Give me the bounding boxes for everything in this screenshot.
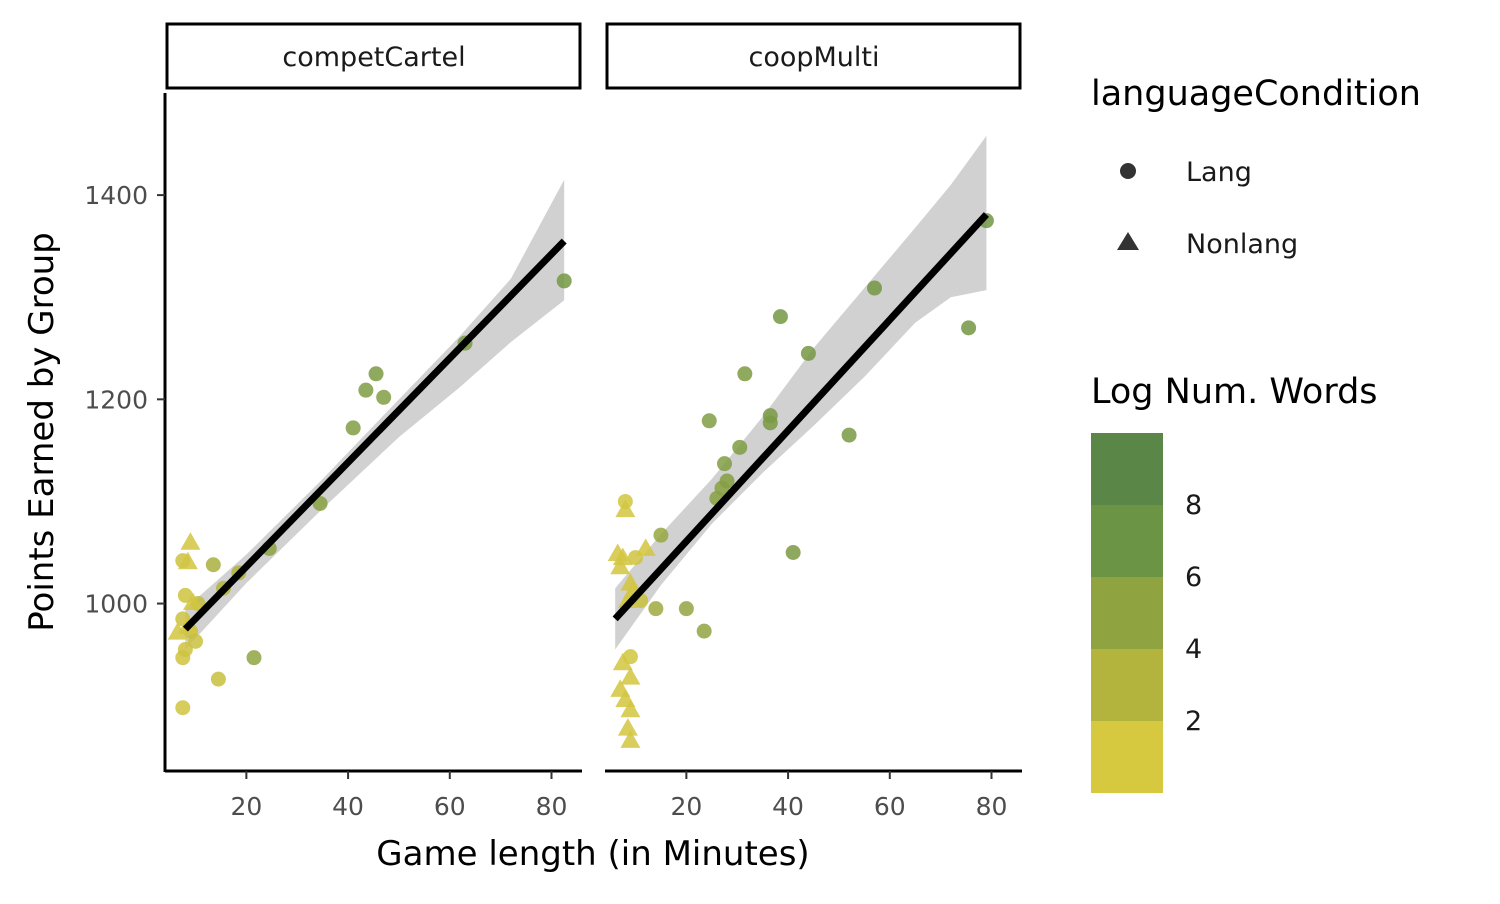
data-point-circle: [717, 456, 733, 472]
x-tick-label: 40: [772, 792, 804, 821]
data-point-circle: [732, 439, 748, 455]
data-point-circle: [696, 623, 712, 639]
data-point-triangle: [615, 499, 636, 518]
data-point-circle: [246, 650, 262, 666]
strip-box-competCartel: [165, 22, 582, 90]
data-point-circle: [961, 320, 977, 336]
x-ticks-coopMulti: 20 40 60 80: [670, 771, 1007, 821]
data-point-circle: [800, 345, 816, 361]
data-point-circle: [175, 700, 191, 716]
y-axis-title: Points Earned by Group: [22, 232, 62, 632]
color-bar-labels: 2 4 6 8: [1185, 490, 1202, 737]
data-point-circle: [345, 420, 361, 436]
data-point-circle: [762, 415, 778, 431]
shape-legend-title: languageCondition: [1091, 74, 1421, 114]
color-bar: [1091, 433, 1163, 793]
x-tick-label: 40: [332, 792, 364, 821]
regression-line: [182, 238, 567, 632]
data-point-circle: [368, 366, 384, 382]
strip-label-coopMulti: coopMulti: [748, 42, 879, 73]
data-point-triangle: [180, 532, 201, 550]
x-tick-label: 80: [536, 792, 568, 821]
legend-key-triangle-nonlang: [1117, 232, 1139, 250]
legend-key-circle-lang: [1120, 163, 1136, 179]
color-bar-segment: [1091, 721, 1163, 793]
data-point-circle: [701, 413, 717, 429]
color-legend: Log Num. Words 2 4 6 8: [1091, 372, 1378, 793]
data-point-triangle: [167, 622, 188, 640]
points-coopMulti: [607, 213, 994, 748]
data-point-circle: [841, 427, 857, 443]
data-point-triangle: [620, 699, 641, 718]
legend-label-nonlang: Nonlang: [1186, 229, 1298, 260]
color-bar-segment: [1091, 577, 1163, 649]
data-point-circle: [648, 601, 664, 617]
data-point-circle: [358, 382, 374, 398]
color-bar-segment: [1091, 649, 1163, 721]
color-bar-label: 6: [1185, 562, 1202, 593]
color-bar-label: 8: [1185, 490, 1202, 521]
strip-box-coopMulti: [605, 22, 1022, 90]
regression-line: [612, 212, 989, 622]
color-bar-label: 2: [1185, 706, 1202, 737]
data-point-circle: [772, 309, 788, 325]
x-tick-label: 20: [230, 792, 262, 821]
panel-coopMulti: coopMulti 20 40 60 80: [605, 22, 1022, 821]
data-point-circle: [177, 587, 193, 603]
data-point-triangle: [177, 551, 198, 570]
data-point-triangle: [620, 730, 641, 748]
strip-label-competCartel: competCartel: [282, 42, 465, 73]
confidence-band-coopMulti: [615, 135, 987, 650]
color-bar-segment: [1091, 505, 1163, 577]
data-point-circle: [205, 557, 221, 573]
data-point-circle: [678, 601, 694, 617]
data-point-circle: [785, 545, 801, 561]
confidence-band-area: [615, 135, 987, 650]
data-point-circle: [653, 527, 669, 543]
y-tick-label: 1000: [84, 590, 148, 619]
data-point-circle: [210, 671, 226, 687]
data-point-triangle: [617, 718, 638, 736]
y-ticks: 1000 1200 1400: [84, 181, 165, 619]
x-axis-title: Game length (in Minutes): [376, 834, 809, 874]
fit-line-coopMulti: [612, 212, 989, 622]
color-legend-title: Log Num. Words: [1091, 372, 1378, 412]
data-point-circle: [737, 366, 753, 382]
data-point-circle: [867, 280, 883, 296]
data-point-triangle: [635, 538, 656, 556]
y-tick-label: 1200: [84, 385, 148, 414]
data-point-triangle: [612, 652, 633, 671]
x-tick-label: 80: [976, 792, 1008, 821]
data-point-triangle: [612, 547, 633, 566]
x-tick-label: 20: [670, 792, 702, 821]
data-point-circle: [376, 389, 392, 405]
x-tick-label: 60: [434, 792, 466, 821]
data-point-triangle: [610, 556, 631, 575]
data-point-circle: [177, 642, 193, 658]
fit-line-competCartel: [182, 238, 567, 632]
x-ticks-competCartel: 20 40 60 80: [230, 771, 567, 821]
data-point-triangle: [182, 592, 203, 611]
data-point-triangle: [620, 667, 641, 685]
panel-competCartel: competCartel 20 40 60 80: [165, 22, 582, 821]
color-bar-segment: [1091, 433, 1163, 505]
data-point-circle: [556, 273, 572, 289]
y-tick-label: 1400: [84, 181, 148, 210]
data-point-circle: [719, 473, 735, 489]
shape-legend: languageCondition Lang Nonlang: [1091, 74, 1421, 260]
color-bar-label: 4: [1185, 634, 1202, 665]
legend-label-lang: Lang: [1186, 157, 1252, 188]
x-tick-label: 60: [874, 792, 906, 821]
